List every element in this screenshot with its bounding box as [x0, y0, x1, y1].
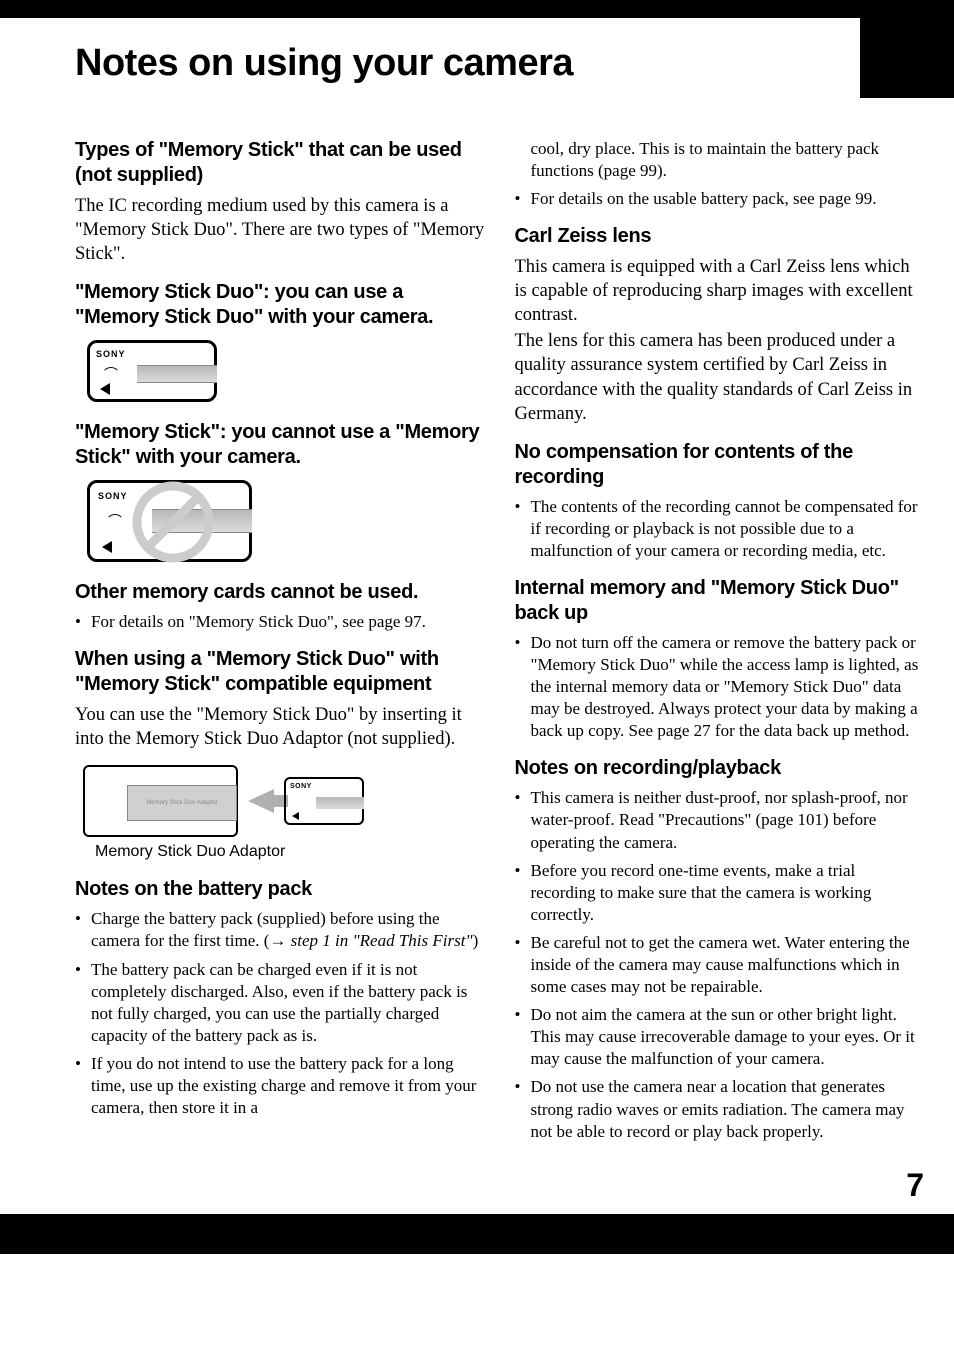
- continued-text: cool, dry place. This is to maintain the…: [515, 138, 925, 182]
- bullet-item: If you do not intend to use the battery …: [75, 1053, 485, 1119]
- adaptor-illustration: Memory Stick Duo Adaptor SONY: [83, 765, 485, 837]
- paragraph: This camera is equipped with a Carl Zeis…: [515, 255, 925, 327]
- insert-icon: ⌒: [108, 511, 122, 531]
- heading-ms-duo-usable: "Memory Stick Duo": you can use a "Memor…: [75, 280, 485, 330]
- heading-ms-not-usable: "Memory Stick": you cannot use a "Memory…: [75, 420, 485, 470]
- bullet-item: The contents of the recording cannot be …: [515, 496, 925, 562]
- paragraph: The lens for this camera has been produc…: [515, 329, 925, 425]
- sony-logo: SONY: [290, 783, 358, 790]
- heading-adaptor: When using a "Memory Stick Duo" with "Me…: [75, 647, 485, 697]
- memory-stick-small: SONY: [284, 777, 364, 825]
- memory-stick-prohibited-illustration: SONY ⌒: [87, 480, 485, 562]
- illustration-caption: Memory Stick Duo Adaptor: [95, 843, 485, 861]
- paragraph: You can use the "Memory Stick Duo" by in…: [75, 703, 485, 751]
- heading-battery: Notes on the battery pack: [75, 877, 485, 902]
- page-number: 7: [0, 1167, 954, 1214]
- bullet-list: Do not turn off the camera or remove the…: [515, 632, 925, 742]
- bullet-list: Charge the battery pack (supplied) befor…: [75, 908, 485, 1119]
- bullet-item: Before you record one-time events, make …: [515, 860, 925, 926]
- heading-memory-stick-types: Types of "Memory Stick" that can be used…: [75, 138, 485, 188]
- heading-backup: Internal memory and "Memory Stick Duo" b…: [515, 576, 925, 626]
- heading-recording-playback: Notes on recording/playback: [515, 756, 925, 781]
- bullet-item: For details on the usable battery pack, …: [515, 188, 925, 210]
- bullet-list: The contents of the recording cannot be …: [515, 496, 925, 562]
- adaptor-shape: Memory Stick Duo Adaptor: [83, 765, 238, 837]
- top-black-bar: Notes on using your camera: [0, 0, 954, 98]
- bullet-item: Do not aim the camera at the sun or othe…: [515, 1004, 925, 1070]
- heading-other-cards: Other memory cards cannot be used.: [75, 580, 485, 605]
- bullet-list: For details on the usable battery pack, …: [515, 188, 925, 210]
- prohibit-icon: [128, 477, 218, 567]
- bullet-item: For details on "Memory Stick Duo", see p…: [75, 611, 485, 633]
- left-arrow-icon: [100, 383, 110, 395]
- heading-no-compensation: No compensation for contents of the reco…: [515, 440, 925, 490]
- right-arrow-icon: →: [269, 931, 286, 950]
- bullet-item: Do not use the camera near a location th…: [515, 1076, 925, 1142]
- bullet-item: This camera is neither dust-proof, nor s…: [515, 787, 925, 853]
- insert-arrow-icon: [248, 789, 274, 813]
- bullet-item: The battery pack can be charged even if …: [75, 959, 485, 1047]
- left-column: Types of "Memory Stick" that can be used…: [75, 138, 485, 1157]
- adaptor-slot: Memory Stick Duo Adaptor: [127, 785, 237, 821]
- sony-logo: SONY: [96, 349, 208, 359]
- insert-icon: ⌒: [104, 364, 118, 384]
- content-area: Types of "Memory Stick" that can be used…: [0, 98, 954, 1167]
- bullet-list: For details on "Memory Stick Duo", see p…: [75, 611, 485, 633]
- left-arrow-icon: [292, 812, 299, 820]
- heading-carl-zeiss: Carl Zeiss lens: [515, 224, 925, 249]
- bottom-black-bar: [0, 1214, 954, 1254]
- bullet-item: Be careful not to get the camera wet. Wa…: [515, 932, 925, 998]
- page-title: Notes on using your camera: [0, 18, 860, 98]
- bullet-item: Do not turn off the camera or remove the…: [515, 632, 925, 742]
- right-column: cool, dry place. This is to maintain the…: [515, 138, 925, 1157]
- left-arrow-icon: [102, 541, 112, 553]
- bullet-list: This camera is neither dust-proof, nor s…: [515, 787, 925, 1142]
- bullet-item: Charge the battery pack (supplied) befor…: [75, 908, 485, 952]
- memory-stick-duo-illustration: SONY ⌒: [87, 340, 485, 402]
- paragraph: The IC recording medium used by this cam…: [75, 194, 485, 266]
